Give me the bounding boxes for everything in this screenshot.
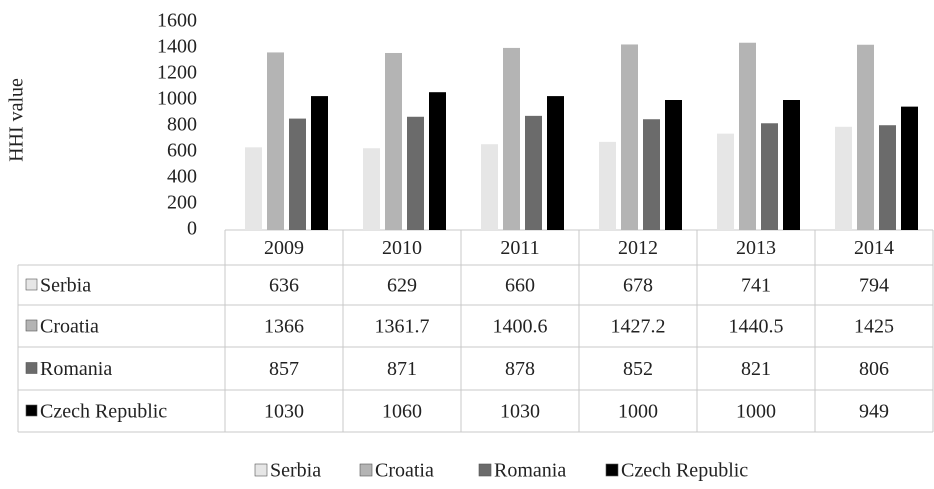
bar [429, 92, 446, 230]
table-cell: 741 [741, 275, 771, 297]
bar [599, 141, 616, 230]
bar [311, 96, 328, 230]
y-tick-label: 400 [167, 166, 197, 188]
legend-key [25, 362, 38, 374]
table-cell: 857 [269, 358, 299, 380]
y-tick-label: 1600 [157, 10, 197, 32]
legend-key [254, 463, 268, 477]
bar [503, 47, 520, 231]
legend-key [605, 463, 619, 477]
bar [363, 148, 380, 230]
bar [621, 44, 638, 230]
legend-label: Romania [494, 460, 566, 482]
table-cell: 660 [505, 275, 535, 297]
legend-key [478, 463, 492, 477]
y-tick-label: 800 [167, 114, 197, 136]
table-cell: 1366 [264, 316, 304, 338]
bar [643, 119, 660, 230]
bar [525, 115, 542, 230]
legend-key [359, 463, 373, 477]
table-cell: 1425 [854, 316, 894, 338]
table-cell: 1440.5 [729, 316, 784, 338]
table-cell: 852 [623, 358, 653, 380]
bar [879, 125, 896, 230]
y-tick-label: 1000 [157, 88, 197, 110]
legend-key [25, 404, 38, 417]
bar [901, 106, 918, 230]
bar [835, 126, 852, 230]
x-tick-label: 2010 [382, 237, 422, 259]
bar [289, 118, 306, 230]
table-cell: 794 [859, 275, 889, 297]
bar [407, 116, 424, 230]
bar [245, 147, 262, 230]
table-cell: 871 [387, 358, 417, 380]
row-label: Czech Republic [40, 401, 167, 423]
table-cell: 949 [859, 401, 889, 423]
x-tick-label: 2009 [264, 237, 304, 259]
y-tick-label: 200 [167, 192, 197, 214]
bar [739, 42, 756, 230]
bar [547, 96, 564, 230]
legend-key [25, 319, 38, 332]
y-tick-label: 1200 [157, 62, 197, 84]
y-axis-label: HHI value [6, 78, 28, 162]
table-cell: 1000 [618, 401, 658, 423]
y-tick-label: 0 [187, 218, 197, 240]
x-tick-label: 2012 [618, 237, 658, 259]
bar [481, 144, 498, 230]
y-tick-label: 1400 [157, 36, 197, 58]
x-tick-label: 2013 [736, 237, 776, 259]
row-label: Croatia [40, 316, 99, 338]
bar [717, 133, 734, 230]
table-cell: 1427.2 [611, 316, 666, 338]
table-cell: 1400.6 [493, 316, 548, 338]
bar [267, 52, 284, 230]
bar [385, 52, 402, 230]
legend-key [25, 278, 38, 291]
x-tick-label: 2011 [500, 237, 539, 259]
table-cell: 629 [387, 275, 417, 297]
table-cell: 1060 [382, 401, 422, 423]
legend-label: Croatia [375, 460, 434, 482]
table-cell: 1030 [500, 401, 540, 423]
bar [857, 44, 874, 230]
table-cell: 1000 [736, 401, 776, 423]
bar [761, 123, 778, 230]
table-cell: 821 [741, 358, 771, 380]
table-cell: 1361.7 [375, 316, 430, 338]
table-cell: 636 [269, 275, 299, 297]
legend-label: Czech Republic [621, 460, 748, 482]
x-tick-label: 2014 [854, 237, 894, 259]
table-cell: 878 [505, 358, 535, 380]
legend-label: Serbia [270, 460, 321, 482]
table-cell: 678 [623, 275, 653, 297]
y-tick-label: 600 [167, 140, 197, 162]
row-label: Romania [40, 358, 112, 380]
table-cell: 1030 [264, 401, 304, 423]
row-label: Serbia [40, 275, 91, 297]
bar [665, 100, 682, 230]
bar [783, 100, 800, 230]
table-cell: 806 [859, 358, 889, 380]
